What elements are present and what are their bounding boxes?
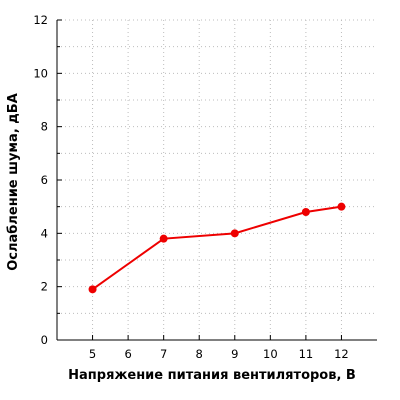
y-tick-label: 4 [41,226,48,240]
data-point [159,234,168,243]
y-axis-title: Ослабление шума, дБА [6,93,21,271]
y-tick-label: 2 [41,280,48,294]
tick-labels: 5 6 7 8 9 10 11 12 0 2 4 6 8 10 12 [33,13,348,361]
y-tick-label: 0 [41,333,48,347]
y-tick-label: 6 [41,173,48,187]
ticks [57,19,342,341]
x-tick-label: 5 [89,347,96,361]
x-tick-label: 6 [124,347,131,361]
series-group [88,202,346,294]
y-tick-label: 12 [33,13,48,27]
data-point [88,285,97,294]
x-tick-label: 11 [299,347,314,361]
data-point [230,229,239,238]
x-tick-label: 8 [196,347,203,361]
y-tick-label: 10 [33,66,48,80]
x-axis-title: Напряжение питания вентиляторов, В [68,368,356,383]
x-tick-label: 7 [160,347,167,361]
y-tick-label: 8 [41,120,48,134]
grid [57,19,377,340]
x-tick-label: 12 [334,347,349,361]
x-tick-label: 10 [263,347,278,361]
data-point [337,202,346,211]
x-tick-label: 9 [231,347,238,361]
data-point [301,208,310,216]
